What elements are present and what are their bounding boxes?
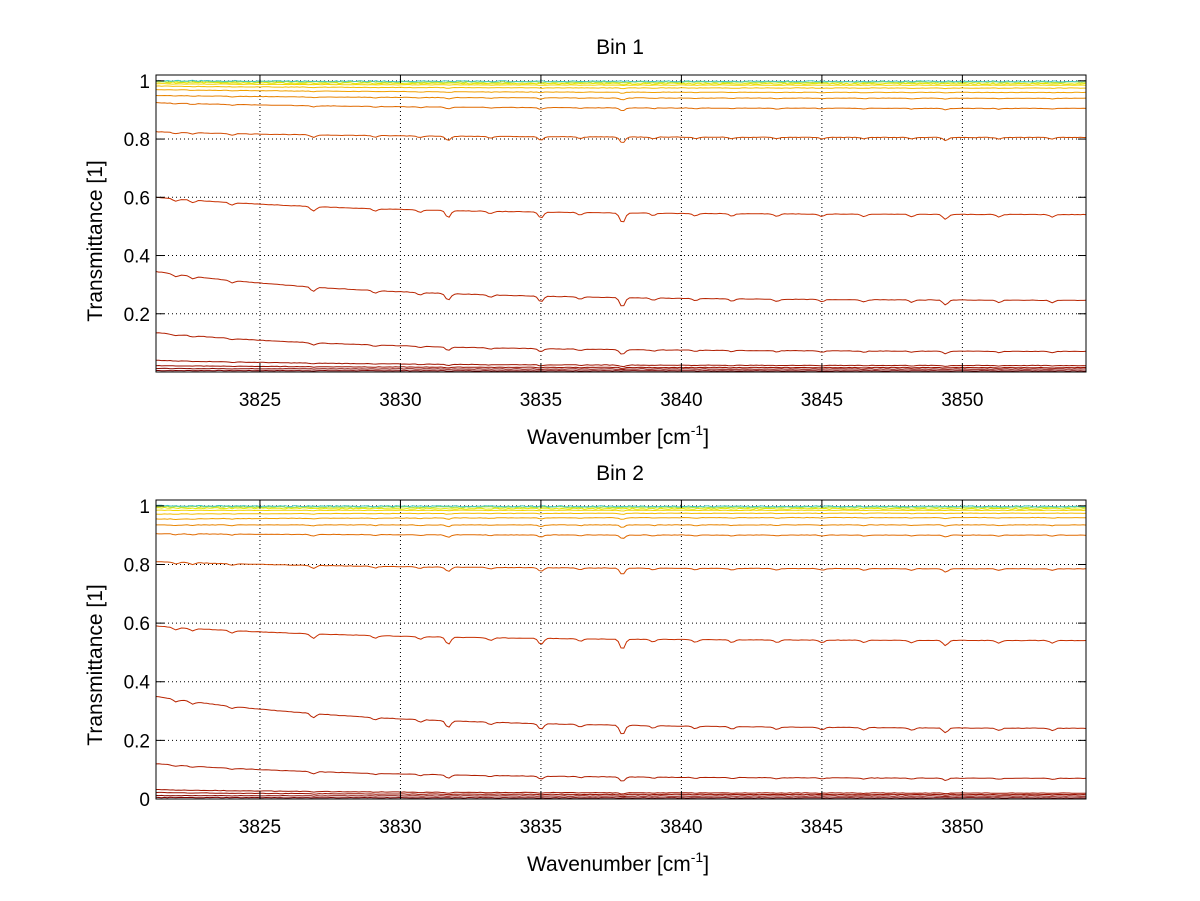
bin-2-ticks: 3825 3830 3835 3840 3845 3850 0 0.2 0.4 0.6 0.8 1 (124, 497, 1086, 838)
bin-2-series-t1 (155, 796, 1086, 799)
bin-1-ytick-label: 0.6 (124, 188, 150, 209)
bin-2-grid (156, 500, 1086, 799)
bin-1-ytick-label: 0.2 (124, 305, 150, 326)
bin-1-series-t5 (155, 332, 1087, 355)
bin-1-series-t13 (156, 83, 1087, 87)
bin-1-series-t11 (155, 89, 1087, 94)
bin-1-series-t6 (155, 271, 1087, 307)
bin-1-xtick-label: 3835 (520, 390, 562, 411)
bin-1-series-t1 (156, 369, 1086, 372)
bin-2-xtick-label: 3835 (520, 817, 562, 838)
bin-2-series-t8 (155, 561, 1087, 575)
bin-1-series-t9 (155, 102, 1087, 112)
bin-2-series-t9 (155, 533, 1087, 539)
bin-1-xtick-label: 3830 (379, 390, 421, 411)
bin-2-x-label-sup: -1 (691, 849, 704, 865)
bin-1-panel: Bin 1 3825 3830 3835 3840 3845 3850 0.2 0.4 0.6 0… (84, 36, 1087, 449)
bin-2-series-t16 (155, 504, 1087, 508)
bin-2-series-t13 (155, 509, 1087, 512)
bin-2-series-t10 (156, 524, 1087, 528)
bin-2-y-axis-label: Transmittance [1] (84, 584, 107, 745)
bin-1-x-label-main: Wavenumber [cm (527, 426, 691, 449)
bin-1-series-t4 (156, 359, 1087, 368)
bin-1-ytick-label: 0.8 (124, 130, 150, 151)
bin-2-panel: Bin 2 3825 3830 3835 3840 3845 3850 0 0.2 0.4 0.6… (84, 462, 1087, 876)
bin-2-series-t12 (155, 512, 1087, 515)
bin-2-xtick-label: 3840 (660, 817, 702, 838)
bin-2-x-label-main: Wavenumber [cm (527, 853, 691, 876)
bin-1-series-t7 (156, 197, 1087, 223)
bin-1-x-axis-label: Wavenumber [cm-1] (527, 422, 709, 449)
bin-1-title: Bin 1 (596, 36, 644, 59)
bin-1-ytick-label: 1 (139, 72, 150, 93)
bin-2-ytick-label: 1 (139, 497, 150, 518)
bin-2-xtick-label: 3845 (801, 817, 843, 838)
bin-2-series-t5 (155, 763, 1087, 782)
bin-1-series-t8 (155, 131, 1086, 143)
bin-2-series-t15 (156, 505, 1087, 509)
bin-2-xtick-label: 3825 (239, 817, 281, 838)
bin-1-series-t12 (155, 85, 1086, 90)
bin-1-series-t2 (155, 367, 1087, 371)
bin-1-ticks: 3825 3830 3835 3840 3845 3850 0.2 0.4 0.6 0.8 1 (124, 72, 1086, 411)
bin-2-series-t7 (155, 625, 1087, 649)
bin-2-x-label-end: ] (703, 853, 709, 876)
bin-2-ytick-label: 0.6 (124, 614, 150, 635)
bin-2-xtick-label: 3850 (941, 817, 983, 838)
bin-1-series-t3 (155, 364, 1086, 369)
bin-1-x-label-end: ] (703, 426, 709, 449)
bin-1-ytick-label: 0.4 (124, 247, 151, 268)
bin-2-xtick-label: 3830 (379, 817, 421, 838)
bin-1-x-label-sup: -1 (691, 422, 704, 438)
bin-1-xtick-label: 3845 (801, 390, 843, 411)
bin-2-series (155, 504, 1087, 799)
bin-1-series-t10 (155, 94, 1087, 101)
bin-2-series-t11 (155, 516, 1086, 521)
bin-2-x-axis-label: Wavenumber [cm-1] (527, 849, 709, 876)
bin-1-xtick-label: 3850 (941, 390, 983, 411)
bin-2-series-t4 (156, 789, 1086, 795)
bin-2-series-t2 (155, 794, 1087, 798)
bin-2-ytick-label: 0 (139, 790, 150, 811)
bin-1-series (155, 79, 1087, 372)
bin-2-ytick-label: 0.8 (124, 555, 150, 576)
bin-1-xtick-label: 3825 (239, 390, 281, 411)
bin-1-series-t14 (155, 81, 1087, 85)
bin-1-xtick-label: 3840 (660, 390, 702, 411)
bin-1-axes-box (155, 74, 1087, 373)
bin-2-axes-box (155, 499, 1087, 800)
bin-2-series-t3 (155, 791, 1087, 796)
bin-2-series-t14 (155, 506, 1086, 510)
bin-2-ytick-label: 0.2 (124, 731, 150, 752)
bin-2-title: Bin 2 (596, 462, 644, 485)
bin-2-ytick-label: 0.4 (124, 673, 151, 694)
bin-1-series-t16 (155, 79, 1087, 83)
bin-2-series-t6 (155, 696, 1087, 735)
bin-1-y-axis-label: Transmittance [1] (84, 160, 107, 321)
